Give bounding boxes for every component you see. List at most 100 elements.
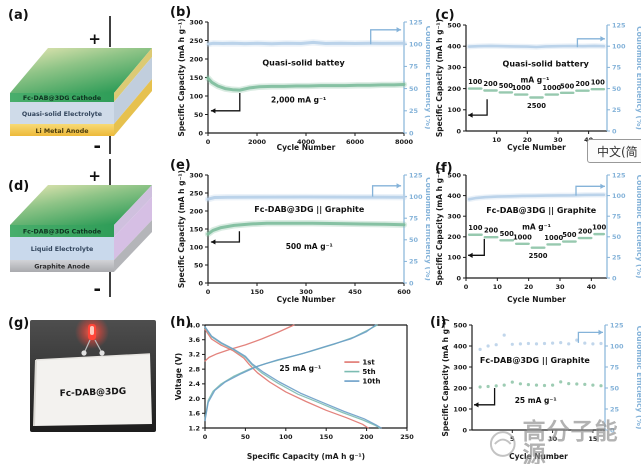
cathode-top-face (10, 185, 152, 225)
legend-label: 1st (362, 358, 375, 366)
axis-arrow-head (468, 252, 473, 258)
y2-tick-label: 25 (612, 254, 622, 262)
y2-tick-label: 0 (610, 426, 615, 434)
y2-axis-label: Coulombic Efficiency (%) (635, 26, 641, 130)
y-tick-label: 0 (198, 129, 203, 137)
rate-step-label: 1000 (544, 234, 563, 242)
rate-step-label: 200 (575, 80, 589, 88)
y2-axis-label: Coulombic Efficiency (%) (635, 175, 641, 279)
x-tick-label: 450 (348, 288, 362, 296)
y-tick-label: 2.0 (188, 395, 200, 403)
y-tick-label: 0 (456, 127, 461, 135)
anode-front-face (10, 260, 114, 272)
coulombic-efficiency-point (534, 342, 539, 346)
panel-label-d: (d) (8, 179, 30, 194)
clip (99, 350, 105, 356)
panel-h-voltage-profiles: (h) 0 50 100 150 200 250 1.2 1.6 2.0 2.4 2.8 3.2 3.6… (162, 310, 414, 464)
x-tick-label: 250 (400, 433, 414, 441)
coulombic-efficiency-line (467, 44, 606, 49)
axis-arrow (370, 29, 402, 45)
panel-g-photo: (g) Fc-DAB@3DG (2, 310, 160, 464)
x-tick-label: 2000 (248, 138, 267, 146)
coulombic-efficiency-point (567, 342, 571, 346)
rate-step-label: 2500 (529, 252, 548, 260)
axis-arrow-head (600, 183, 605, 189)
chart-quasi-solid-cycling: 0 2000 4000 6000 800005010015020025030002550… (177, 18, 433, 152)
y2-tick-label: 125 (409, 18, 423, 26)
pouch-fold (35, 353, 151, 361)
liquid-cell-diagram: + Fc-DAB@3DG Cathode Liquid Electrolyte … (10, 159, 152, 300)
pouch-cell-label: Fc-DAB@3DG (59, 387, 126, 399)
translate-button[interactable]: 中文(简 (587, 139, 641, 163)
specific-capacity-point (502, 383, 506, 387)
axis-arrow (371, 185, 402, 197)
y-tick-label: 100 (453, 405, 467, 413)
coulombic-efficiency-point (583, 341, 587, 345)
cathode-side-face (114, 185, 152, 237)
y2-tick-label: 100 (409, 41, 423, 49)
led-highlight (90, 326, 94, 335)
y2-tick-label: 125 (610, 321, 624, 329)
y-axis-label: Voltage (V) (174, 353, 183, 401)
coulombic-efficiency-point (518, 342, 522, 346)
annotation: 25 mA g⁻¹ (279, 364, 321, 373)
specific-capacity-point (486, 384, 490, 389)
x-tick-label: 0 (203, 433, 208, 441)
electrolyte-label: Quasi-solid Electrolyte (22, 111, 102, 118)
panel-b-cycling-chart: (b) 0 2000 4000 6000 8000 0 50 100 150 200 250 300 0… (162, 0, 433, 155)
panel-e-cycling-chart: (e) 0 150 300 450 600 0 50 100 150 200 250 300 0 25 50… (162, 155, 433, 307)
y2-tick-label: 75 (612, 213, 622, 221)
y-tick-label: 0 (198, 279, 203, 287)
legend-label: 5th (362, 368, 375, 376)
x-tick-label: 0 (464, 283, 469, 291)
annotation: Fc-DAB@3DG || Graphite (486, 206, 597, 215)
y-tick-label: 400 (447, 192, 461, 200)
y-tick-label: 100 (447, 254, 461, 262)
y-tick-label: 3.6 (188, 336, 200, 344)
axis-arrow (577, 331, 603, 343)
y2-tick-label: 75 (409, 63, 419, 71)
axis-arrow (468, 238, 485, 256)
rate-step-label: 500 (500, 230, 514, 238)
led-lead-wire (84, 339, 91, 352)
panel-f-rate-chart: (f) 0 10 20 30 40 0 100 200 300 400 500 0 25 50 75 100 1… (430, 155, 641, 307)
specific-capacity-point (567, 382, 571, 386)
anode-label: Graphite Anode (34, 264, 90, 271)
y2-tick-label: 0 (409, 279, 414, 287)
y2-tick-label: 25 (409, 107, 419, 115)
x-tick-label: 30 (553, 136, 563, 144)
specific-capacity-point (542, 383, 547, 388)
rate-step-label: 500 (562, 231, 576, 239)
axis-arrow-head (598, 329, 604, 335)
panel-label-c: (c) (435, 8, 455, 23)
axis-arrow-head (210, 108, 216, 114)
specific-capacity-point (518, 382, 522, 386)
rate-step-label: 2500 (527, 102, 546, 110)
charge-1st-line (204, 324, 295, 362)
clip (81, 350, 87, 356)
chart-voltage-profiles: 0 50 100 150 200 250 1.2 1.6 2.0 2.4 2.8 3.2 3.6 4.0 S… (174, 321, 414, 461)
electrolyte-side-face (114, 57, 152, 124)
x-tick-label: 150 (250, 288, 264, 296)
y2-tick-label: 0 (612, 127, 617, 135)
y-tick-label: 200 (447, 85, 461, 93)
plus-sign: + (88, 167, 101, 185)
cathode-label: Fc-DAB@3DG Cathode (23, 228, 101, 236)
cathode-label: Fc-DAB@3DG Cathode (23, 94, 101, 102)
y2-tick-label: 0 (409, 129, 414, 137)
x-tick-label: 10 (492, 136, 502, 144)
panel-label-f: (f) (435, 161, 453, 176)
x-tick-label: 300 (299, 288, 313, 296)
axis-arrow (576, 38, 605, 48)
y2-tick-label: 50 (612, 233, 622, 241)
x-tick-label: 10 (493, 283, 503, 291)
axis-arrow-head (468, 112, 473, 118)
coulombic-efficiency-line (207, 40, 406, 46)
x-tick-label: 40 (587, 283, 597, 291)
led-lead-wire (94, 339, 102, 352)
annotation: Quasi-solid battey (262, 59, 345, 68)
y-tick-label: 250 (189, 37, 203, 45)
y2-tick-label: 0 (612, 274, 617, 282)
x-tick-label: 0 (206, 288, 211, 296)
